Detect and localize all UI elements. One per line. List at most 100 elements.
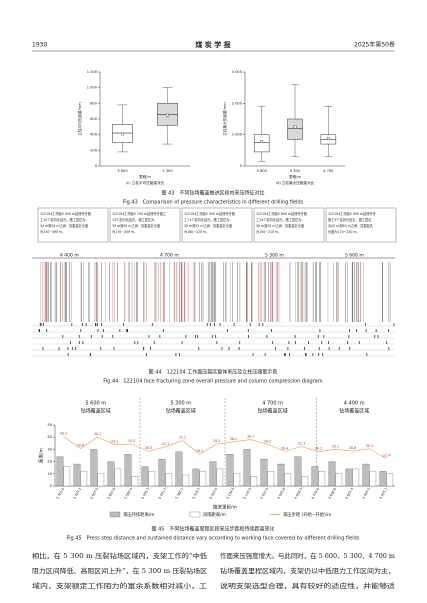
compression-mark — [46, 329, 48, 332]
compression-mark — [271, 329, 272, 332]
compression-mark — [275, 347, 276, 350]
compression-mark — [198, 347, 200, 350]
compression-mark — [239, 341, 241, 344]
bar — [226, 454, 234, 487]
compression-mark — [386, 341, 388, 344]
compression-mark — [70, 341, 72, 344]
compression-mark — [328, 347, 330, 350]
compression-mark — [303, 347, 305, 350]
compression-mark — [375, 329, 377, 332]
region-label: 5 600 m — [345, 253, 364, 259]
step-label: 40.5 — [60, 432, 67, 436]
x-tick-label: 4 776.0 — [310, 487, 320, 500]
caption-cn: 图 45 不同钻场覆盖里程区段来压步距和持续距离变化 — [152, 526, 275, 533]
x-tick-label: 5 325.7 — [191, 487, 201, 500]
body-line: 说明支架选型合理，具有较好的适应性，并能够适 — [220, 581, 396, 590]
region-label: 5 300 m — [265, 253, 284, 259]
x-tick-label: 4 601.4 — [344, 487, 354, 500]
region-distance: 4 400 m — [344, 401, 365, 407]
step-label: 30.5 — [366, 444, 373, 448]
bar — [277, 463, 285, 487]
x-axis-label: 里程/m — [289, 174, 301, 179]
body-line: 钻场覆盖里程区域内，支架仍以中低阻力工作区间为主， — [220, 566, 395, 575]
compression-mark — [100, 347, 102, 350]
compression-mark — [100, 323, 102, 326]
x-tick-label: 5 262.0 — [208, 487, 218, 500]
compression-mark — [137, 341, 139, 344]
mean-marker — [293, 125, 297, 129]
bar — [148, 471, 156, 487]
compression-mark — [221, 347, 223, 350]
step-label: 28.2 — [315, 447, 322, 451]
compression-mark — [289, 353, 291, 356]
step-label: 30.6 — [77, 444, 84, 448]
region-distance: 5 300 m — [170, 401, 191, 407]
bar — [175, 451, 183, 487]
compression-mark — [308, 341, 309, 344]
x-tick-label: 5 600 — [257, 169, 268, 173]
compression-mark — [366, 353, 368, 356]
step-label: 22.4 — [383, 454, 390, 458]
x-tick-label: 5 194.3 — [225, 487, 235, 500]
compression-mark — [258, 323, 260, 326]
compression-mark — [347, 341, 349, 344]
bar — [114, 468, 122, 487]
bar — [209, 461, 217, 487]
compression-mark — [393, 323, 395, 326]
mean-marker — [166, 113, 169, 117]
bar — [131, 476, 139, 487]
caption-en: Fig.43 Comparison of pressure characteri… — [123, 200, 304, 206]
note-box — [37, 207, 109, 243]
body-line: 域内，支架额定工作阻力的富余系数相对减小，工 — [32, 581, 208, 590]
compression-mark — [214, 323, 215, 326]
x-tick-label: 5 300 — [290, 169, 301, 173]
compression-mark — [85, 323, 87, 326]
compression-mark — [209, 323, 211, 326]
note-line: 13个定向长钻孔，施工层位为 — [112, 217, 154, 222]
compression-mark — [284, 353, 286, 356]
bar — [294, 456, 302, 487]
compression-mark — [233, 323, 235, 326]
compression-mark — [40, 323, 42, 326]
bar — [379, 471, 387, 487]
subcaption: (d) 立柱最大压缩量对比 — [276, 180, 315, 185]
step-label: 32.3 — [298, 442, 305, 446]
legend-swatch — [109, 511, 121, 518]
compression-mark — [151, 323, 153, 326]
compression-mark — [67, 353, 69, 356]
note-line: 为330~490 m。 — [40, 229, 65, 234]
compression-mark — [374, 335, 376, 338]
bar — [56, 456, 64, 487]
compression-mark — [71, 347, 73, 350]
y-tick-label: 1 000 — [232, 133, 243, 137]
compression-mark — [322, 353, 324, 356]
compression-mark — [75, 347, 77, 350]
compression-mark — [39, 323, 41, 326]
compression-mark — [148, 335, 150, 338]
y-tick-label: 0 — [50, 484, 53, 488]
caption-en: Fig.45 Press step distance and sustained… — [67, 536, 360, 542]
compression-mark — [127, 329, 129, 332]
compression-mark — [146, 353, 147, 356]
bar — [301, 476, 309, 487]
region-label: 钻场覆盖区域 — [81, 408, 111, 415]
bar — [328, 461, 336, 487]
legend-swatch — [189, 511, 201, 518]
compression-mark — [101, 335, 103, 338]
compression-mark — [238, 347, 240, 350]
bar — [124, 454, 132, 487]
compression-mark — [319, 329, 321, 332]
step-label: 40.1 — [94, 432, 101, 436]
compression-mark — [377, 335, 379, 338]
y-axis-label: 距离/m — [38, 448, 45, 463]
compression-mark — [90, 335, 92, 338]
compression-mark — [197, 335, 199, 338]
compression-mark — [252, 353, 254, 356]
compression-mark — [228, 347, 230, 350]
note-box — [253, 207, 325, 243]
y-tick-label: 20 — [47, 460, 52, 464]
compression-mark — [175, 353, 177, 356]
compression-mark — [317, 335, 319, 338]
x-tick-label: 4 945.8 — [276, 487, 286, 500]
